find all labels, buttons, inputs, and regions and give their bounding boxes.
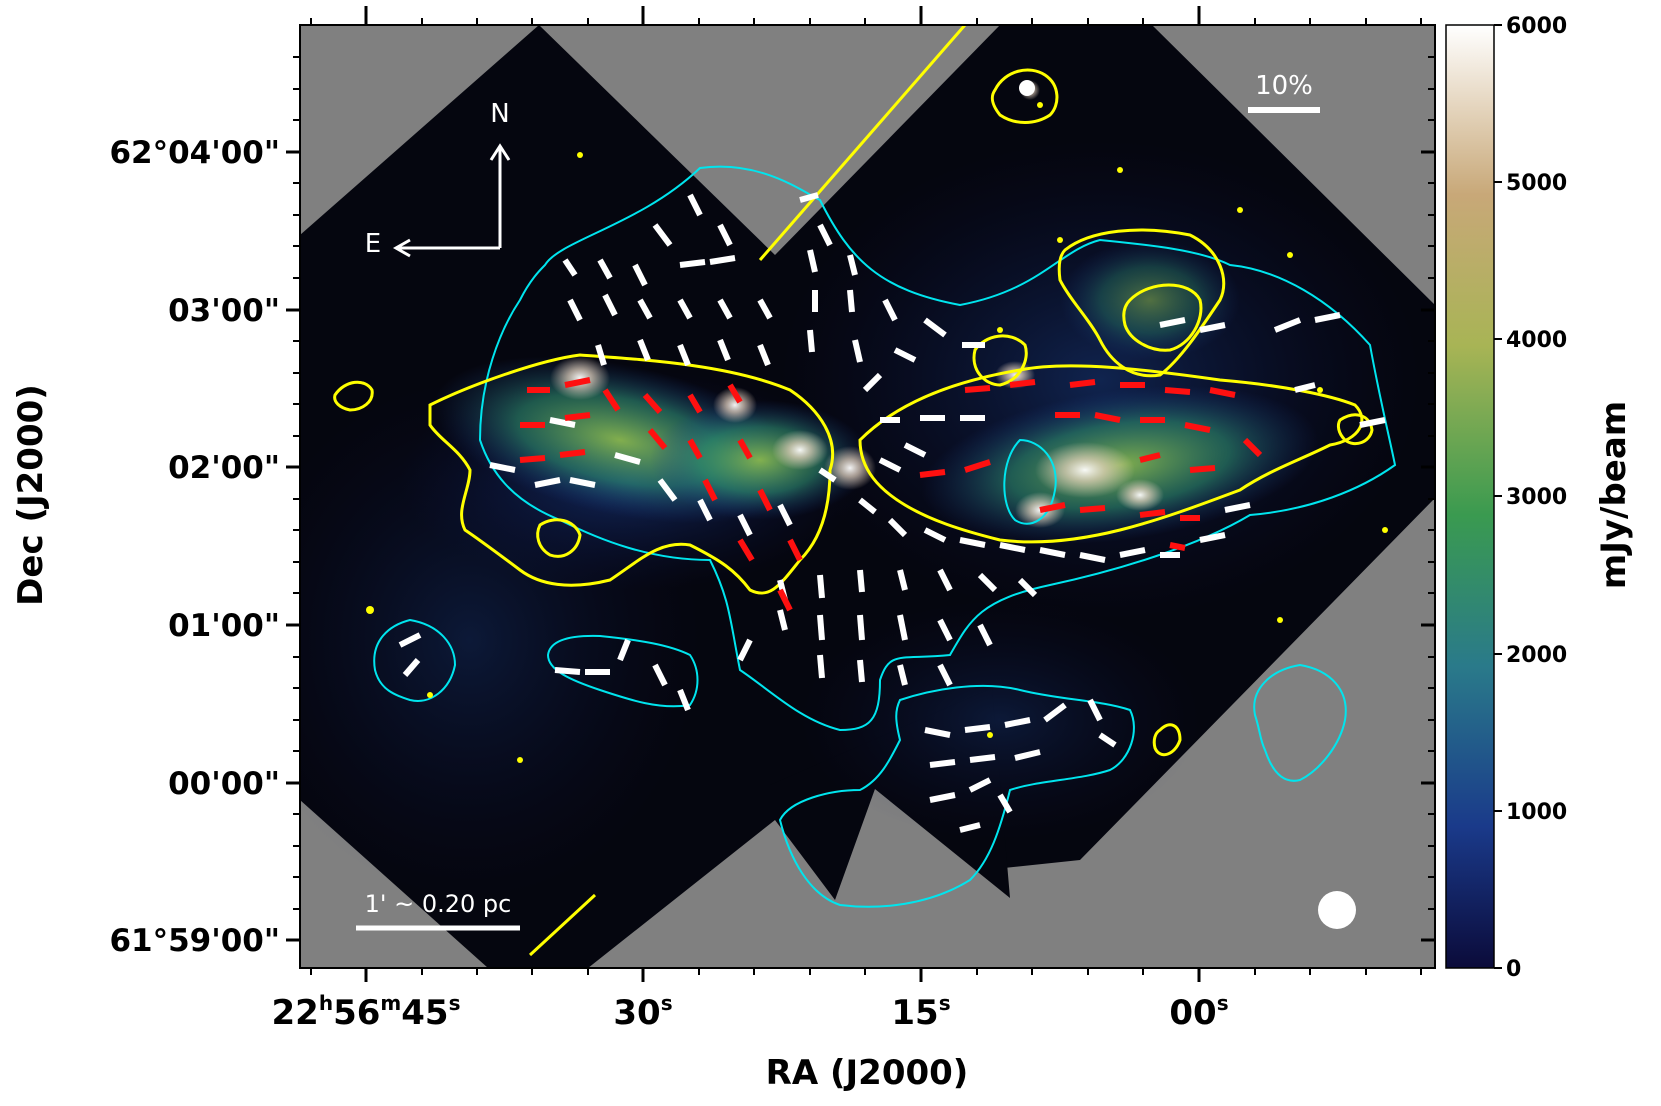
north-label: N (490, 99, 509, 129)
polarization-scale-label: 10% (1255, 71, 1313, 101)
yellow-compact-sources (366, 102, 1388, 763)
colorbar-tick-label: 4000 (1506, 328, 1567, 353)
y-axis: 62°04'00" 03'00" 02'00" 01'00" 00'00" 61… (11, 56, 1435, 959)
x-axis: 22h56m45s 30s 15s 00s RA (J2000) (272, 6, 1422, 1093)
y-tick-label: 02'00" (168, 450, 280, 486)
y-tick-label: 00'00" (168, 766, 280, 802)
y-tick-label: 61°59'00" (109, 923, 280, 959)
polarization-scale-bar: 10% (1248, 71, 1320, 113)
x-tick-label: 22h56m45s (272, 991, 461, 1033)
beam-size-marker (1318, 891, 1356, 929)
bright-emission (433, 80, 1319, 545)
x-tick-label: 15s (891, 991, 950, 1033)
y-tick-label: 01'00" (168, 608, 280, 644)
x-axis-label: RA (J2000) (766, 1053, 969, 1093)
bright-star (1019, 80, 1035, 96)
polarization-vectors-white (398, 192, 1386, 833)
physical-scale-bar: 1' ~ 0.20 pc (356, 890, 520, 931)
compass (392, 143, 511, 258)
east-label: E (365, 229, 381, 259)
colorbar-tick-label: 3000 (1506, 485, 1567, 510)
colorbar: 6000 5000 4000 3000 2000 1000 0 mJy/beam (1445, 14, 1634, 982)
y-axis-label: Dec (J2000) (11, 384, 51, 606)
colorbar-tick-label: 5000 (1506, 171, 1567, 196)
y-tick-label: 03'00" (168, 293, 280, 329)
colorbar-tick-label: 0 (1506, 957, 1521, 982)
polarization-vectors-red (519, 377, 1263, 612)
sky-image: N E 10% 1' ~ 0.20 pc (300, 25, 1435, 968)
colorbar-label: mJy/beam (1594, 401, 1634, 589)
colorbar-tick-label: 2000 (1506, 643, 1567, 668)
physical-scale-label: 1' ~ 0.20 pc (365, 890, 512, 918)
x-tick-label: 30s (613, 991, 672, 1033)
colorbar-tick-label: 6000 (1506, 14, 1567, 39)
plot-frame (299, 24, 1436, 969)
colorbar-tick-label: 1000 (1506, 800, 1567, 825)
colorbar-gradient (1445, 24, 1495, 969)
y-tick-label: 62°04'00" (109, 135, 280, 171)
x-tick-label: 00s (1169, 991, 1228, 1033)
yellow-contours (333, 25, 1374, 957)
